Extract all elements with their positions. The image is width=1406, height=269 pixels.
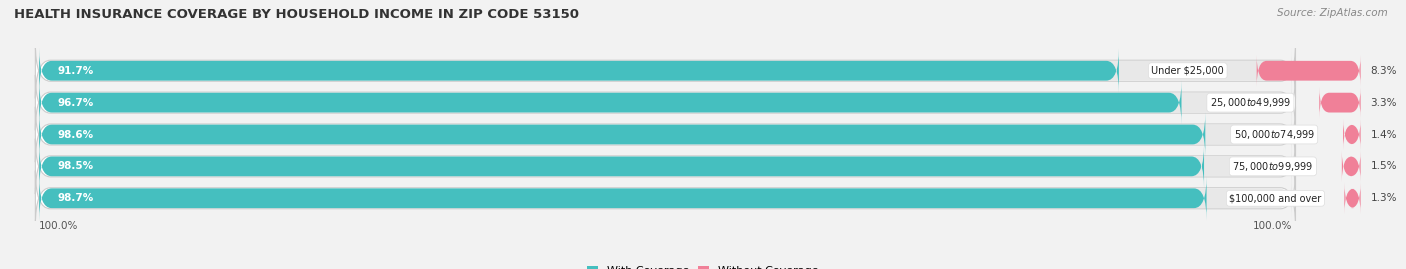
FancyBboxPatch shape	[39, 144, 1292, 188]
Text: 98.6%: 98.6%	[58, 129, 94, 140]
Text: 1.3%: 1.3%	[1371, 193, 1398, 203]
Text: 98.5%: 98.5%	[58, 161, 94, 171]
FancyBboxPatch shape	[35, 107, 1295, 162]
FancyBboxPatch shape	[1257, 55, 1361, 86]
FancyBboxPatch shape	[1341, 151, 1361, 182]
Text: 91.7%: 91.7%	[58, 66, 94, 76]
FancyBboxPatch shape	[39, 176, 1206, 220]
FancyBboxPatch shape	[35, 75, 1295, 130]
FancyBboxPatch shape	[39, 112, 1205, 157]
FancyBboxPatch shape	[39, 49, 1292, 93]
Text: $75,000 to $99,999: $75,000 to $99,999	[1232, 160, 1313, 173]
Text: $100,000 and over: $100,000 and over	[1229, 193, 1322, 203]
FancyBboxPatch shape	[35, 43, 1295, 98]
FancyBboxPatch shape	[35, 171, 1295, 226]
Text: 100.0%: 100.0%	[39, 221, 79, 231]
Text: 1.4%: 1.4%	[1371, 129, 1398, 140]
Text: Under $25,000: Under $25,000	[1152, 66, 1225, 76]
Legend: With Coverage, Without Coverage: With Coverage, Without Coverage	[582, 261, 824, 269]
Text: Source: ZipAtlas.com: Source: ZipAtlas.com	[1277, 8, 1388, 18]
FancyBboxPatch shape	[39, 81, 1181, 125]
Text: 1.5%: 1.5%	[1371, 161, 1398, 171]
Text: $25,000 to $49,999: $25,000 to $49,999	[1209, 96, 1291, 109]
FancyBboxPatch shape	[1319, 87, 1361, 118]
FancyBboxPatch shape	[39, 49, 1119, 93]
FancyBboxPatch shape	[39, 144, 1204, 188]
Text: 98.7%: 98.7%	[58, 193, 94, 203]
FancyBboxPatch shape	[1344, 183, 1361, 214]
FancyBboxPatch shape	[39, 176, 1292, 220]
Text: 8.3%: 8.3%	[1371, 66, 1398, 76]
FancyBboxPatch shape	[1343, 119, 1361, 150]
FancyBboxPatch shape	[39, 112, 1292, 157]
Text: $50,000 to $74,999: $50,000 to $74,999	[1233, 128, 1315, 141]
Text: 3.3%: 3.3%	[1371, 98, 1398, 108]
Text: 100.0%: 100.0%	[1253, 221, 1292, 231]
FancyBboxPatch shape	[39, 81, 1292, 125]
FancyBboxPatch shape	[35, 139, 1295, 194]
Text: HEALTH INSURANCE COVERAGE BY HOUSEHOLD INCOME IN ZIP CODE 53150: HEALTH INSURANCE COVERAGE BY HOUSEHOLD I…	[14, 8, 579, 21]
Text: 96.7%: 96.7%	[58, 98, 94, 108]
